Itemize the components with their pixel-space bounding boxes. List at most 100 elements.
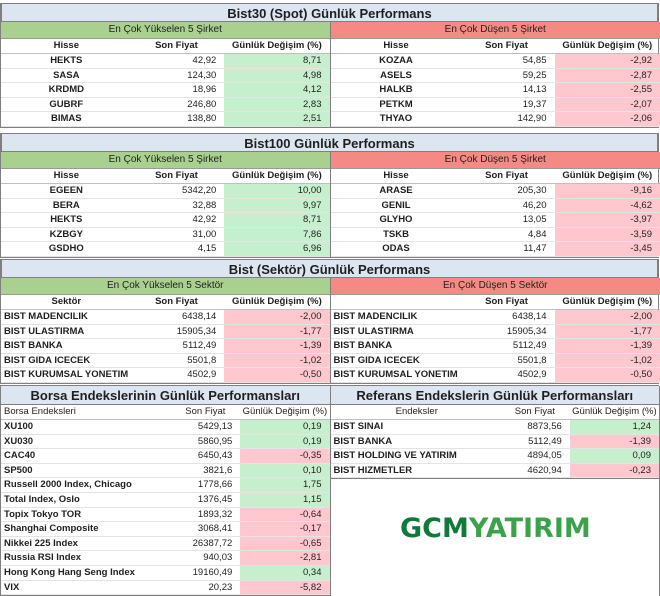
header-gunluk-degisim: Günlük Değişim (%) <box>240 405 329 419</box>
bist30-rising-subtitle: En Çok Yükselen 5 Şirket <box>1 22 330 39</box>
header-sektor: Sektör <box>1 295 129 309</box>
sektor-title: Bist (Sektör) Günlük Performans <box>1 259 658 278</box>
row-price: 246,80 <box>129 98 225 112</box>
row-change: -2,07 <box>555 98 660 112</box>
logo-yatirim: YATIRIM <box>469 513 591 544</box>
row-price: 19160,49 <box>170 566 240 580</box>
row-name: XU030 <box>1 435 170 449</box>
row-change: -2,06 <box>555 112 660 126</box>
header-gunluk-degisim: Günlük Değişim (%) <box>224 295 329 309</box>
row-change: -2,81 <box>240 551 329 565</box>
row-price: 1893,32 <box>170 508 240 522</box>
header-hisse: Hisse <box>1 39 129 53</box>
row-change: -3,97 <box>555 213 660 227</box>
header-blank <box>331 295 459 309</box>
row-change: 0,19 <box>240 435 329 449</box>
row-price: 142,90 <box>459 112 555 126</box>
row-change: 7,86 <box>224 228 329 242</box>
row-change: -5,82 <box>240 581 329 595</box>
row-change: 1,15 <box>240 493 329 507</box>
row-name: BIST HIZMETLER <box>331 464 500 478</box>
row-change: -0,23 <box>570 464 659 478</box>
row-change: -2,00 <box>224 310 329 324</box>
row-price: 5501,8 <box>129 354 225 368</box>
row-change: -0,64 <box>240 508 329 522</box>
row-change: 8,71 <box>224 213 329 227</box>
row-price: 6438,14 <box>459 310 555 324</box>
row-name: BIST GIDA ICECEK <box>1 354 129 368</box>
bist30-rising-table: En Çok Yükselen 5 Şirket Hisse Son Fiyat… <box>1 22 331 127</box>
row-name: BIST ULASTIRMA <box>331 325 459 339</box>
row-price: 6450,43 <box>170 449 240 463</box>
row-price: 20,23 <box>170 581 240 595</box>
row-price: 4502,9 <box>129 368 225 382</box>
row-change: -2,00 <box>555 310 660 324</box>
row-change: -0,50 <box>555 368 660 382</box>
row-price: 5112,49 <box>500 435 570 449</box>
row-price: 15905,34 <box>129 325 225 339</box>
row-price: 3068,41 <box>170 522 240 536</box>
header-gunluk-degisim: Günlük Değişim (%) <box>224 39 329 53</box>
row-name: BIST MADENCILIK <box>331 310 459 324</box>
row-price: 4620,94 <box>500 464 570 478</box>
row-change: -4,62 <box>555 199 660 213</box>
table-header: Borsa Endeksleri Son Fiyat Günlük Değişi… <box>1 405 330 420</box>
row-price: 14,13 <box>459 83 555 97</box>
row-name: ARASE <box>331 184 459 198</box>
row-change: 0,09 <box>570 449 659 463</box>
header-gunluk-degisim: Günlük Değişim (%) <box>570 405 659 419</box>
row-price: 8873,56 <box>500 420 570 434</box>
row-change: -1,02 <box>555 354 660 368</box>
row-price: 46,20 <box>459 199 555 213</box>
bist100-falling-subtitle: En Çok Düşen 5 Şirket <box>331 152 660 169</box>
row-name: Russia RSI Index <box>1 551 170 565</box>
row-name: TSKB <box>331 228 459 242</box>
header-gunluk-degisim: Günlük Değişim (%) <box>555 295 660 309</box>
table-header: Son Fiyat Günlük Değişim (%) <box>331 295 660 310</box>
sektor-section: Bist (Sektör) Günlük Performans En Çok Y… <box>0 259 659 384</box>
row-name: KRDMD <box>1 83 129 97</box>
sektor-rising-subtitle: En Çok Yükselen 5 Sektör <box>1 278 330 295</box>
header-son-fiyat: Son Fiyat <box>459 169 555 183</box>
bist30-section: Bist30 (Spot) Günlük Performans En Çok Y… <box>0 3 659 128</box>
row-price: 5342,20 <box>129 184 225 198</box>
row-price: 18,96 <box>129 83 225 97</box>
row-change: -1,39 <box>224 339 329 353</box>
row-price: 42,92 <box>129 54 225 68</box>
sektor-rising-table: En Çok Yükselen 5 Sektör Sektör Son Fiya… <box>1 278 331 383</box>
row-name: Topix Tokyo TOR <box>1 508 170 522</box>
bist30-title: Bist30 (Spot) Günlük Performans <box>1 3 658 22</box>
row-price: 3821,6 <box>170 464 240 478</box>
row-price: 26387,72 <box>170 537 240 551</box>
row-name: Total Index, Oslo <box>1 493 170 507</box>
row-name: GLYHO <box>331 213 459 227</box>
row-name: BIST BANKA <box>1 339 129 353</box>
table-header: Hisse Son Fiyat Günlük Değişim (%) <box>331 169 660 184</box>
row-change: -0,50 <box>224 368 329 382</box>
bist100-rising-table: En Çok Yükselen 5 Şirket Hisse Son Fiyat… <box>1 152 331 257</box>
